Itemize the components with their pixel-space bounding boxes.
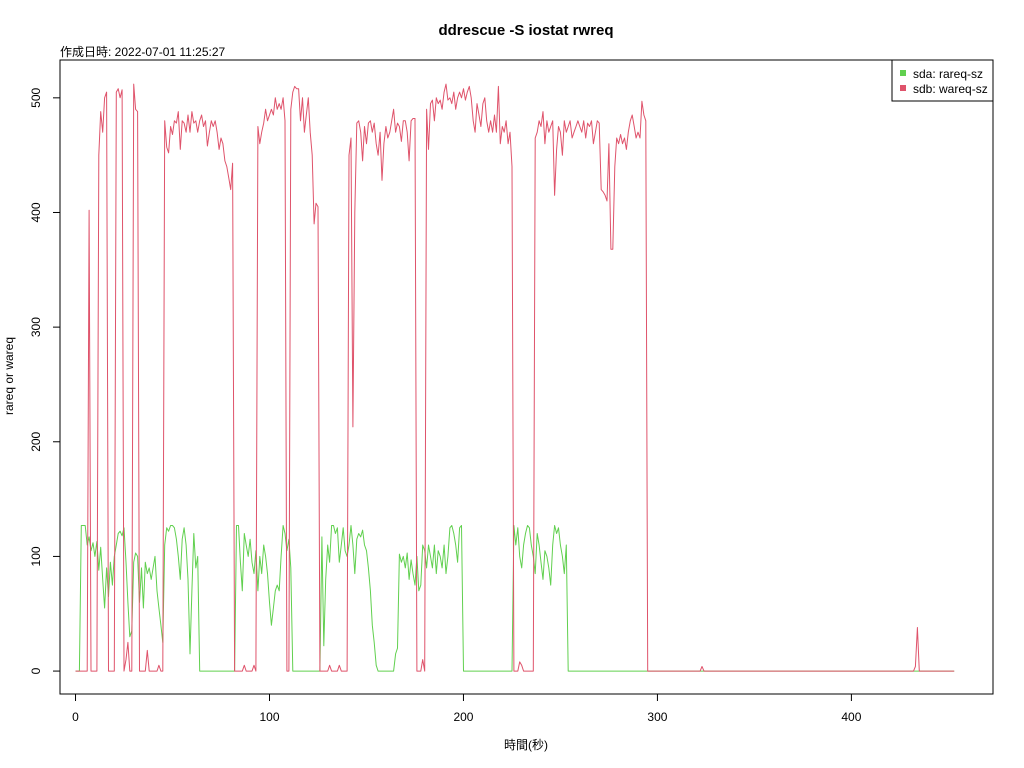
y-tick-label: 0 — [29, 667, 43, 674]
chart-subtitle: 作成日時: 2022-07-01 11:25:27 — [60, 45, 226, 59]
legend-swatch-sdb — [900, 85, 906, 91]
x-tick-label: 300 — [647, 710, 667, 724]
x-axis: 0 100 200 300 400 — [72, 693, 862, 724]
legend: sda: rareq-sz sdb: wareq-sz — [891, 59, 994, 102]
legend-label-sdb: sdb: wareq-sz — [913, 82, 988, 96]
y-tick-label: 200 — [29, 431, 43, 451]
y-axis-label: rareq or wareq — [2, 337, 16, 415]
plot-frame — [59, 59, 994, 695]
y-tick-label: 100 — [29, 546, 43, 566]
x-tick-label: 400 — [841, 710, 861, 724]
legend-label-sda: sda: rareq-sz — [913, 67, 983, 81]
legend-box — [891, 59, 994, 102]
y-tick-label: 400 — [29, 202, 43, 222]
legend-swatch-sda — [900, 70, 906, 76]
y-tick-label: 300 — [29, 317, 43, 337]
x-tick-label: 0 — [72, 710, 79, 724]
x-axis-label: 時間(秒) — [504, 738, 548, 752]
series-line-sdb — [75, 83, 955, 672]
y-tick-label: 500 — [29, 88, 43, 108]
series-layer — [75, 83, 955, 672]
chart-title: ddrescue -S iostat rwreq — [438, 22, 613, 39]
x-tick-label: 200 — [453, 710, 473, 724]
x-tick-label: 100 — [259, 710, 279, 724]
y-axis: 0 100 200 300 400 500 — [29, 88, 61, 674]
series-line-sda — [75, 525, 955, 672]
